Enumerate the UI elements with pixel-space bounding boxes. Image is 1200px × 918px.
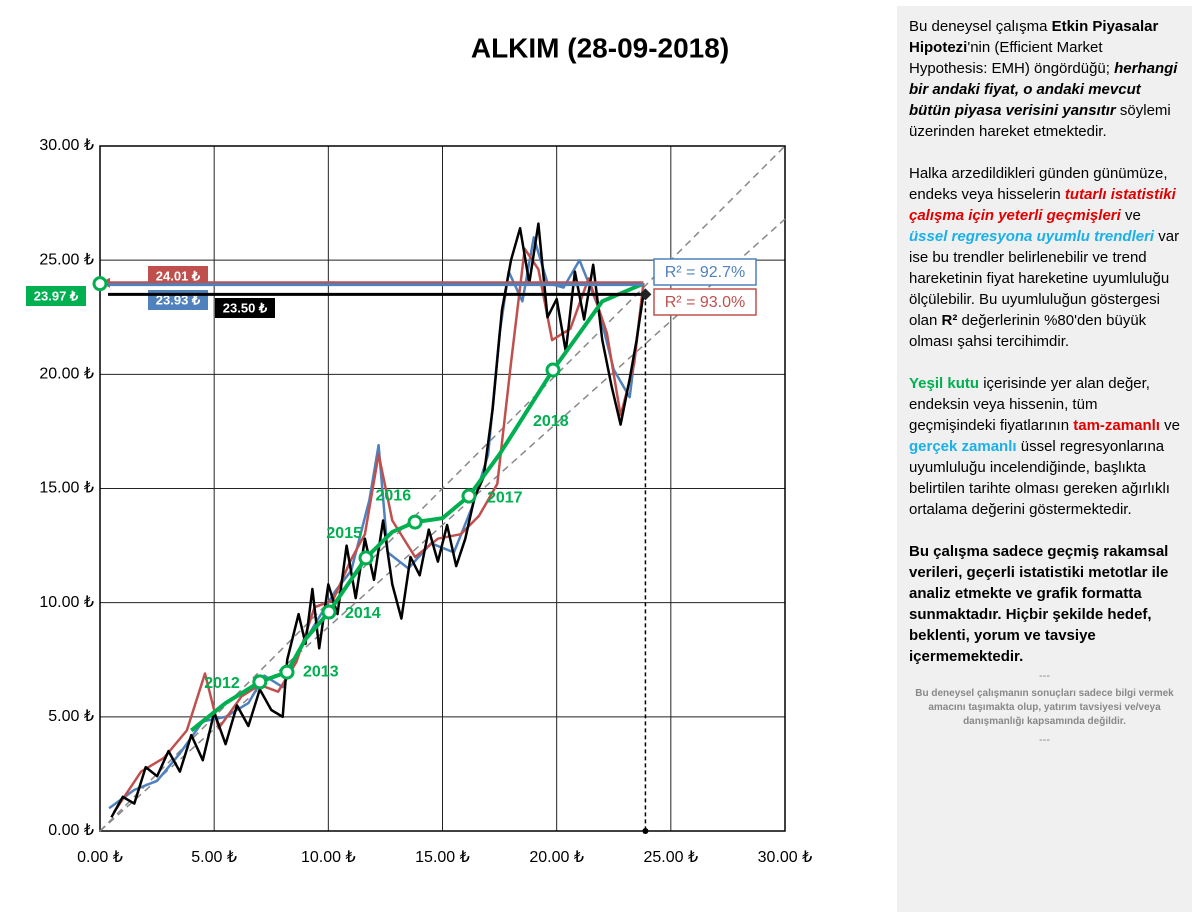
level-label-box [215, 298, 275, 318]
x-tick-label: 5.00 ₺ [191, 849, 237, 866]
text-run: değerlerinin %80'den büyük olması şahsi … [909, 312, 1147, 350]
text-run: gerçek zamanlı [909, 438, 1017, 455]
year-label: 2012 [204, 675, 240, 692]
year-marker [321, 604, 337, 620]
text-run: tutarlı istatistiki çalışma için yeterli… [909, 186, 1176, 224]
text-run: Yeşil kutu [909, 375, 980, 392]
year-marker [279, 664, 295, 680]
annotation: R² = 92.7% [665, 264, 745, 281]
text-run: Bu çalışma sadece geçmiş rakamsal verile… [909, 543, 1169, 665]
y-tick-label: 10.00 ₺ [39, 594, 94, 611]
y-tick-label: 0.00 ₺ [48, 822, 94, 839]
text-run: 'nin (Efficient Market Hypothesis: EMH) … [909, 39, 1115, 77]
paragraph: Bu çalışma sadece geçmiş rakamsal verile… [909, 541, 1180, 667]
text-run: ve [1120, 207, 1141, 224]
chart: ALKIM (28-09-2018) 0.00 ₺ 5.00 ₺ 10.00 ₺ 15… [26, 32, 813, 866]
y-tick-label: 20.00 ₺ [39, 366, 94, 383]
current-point [639, 288, 652, 301]
annotation: R² = 93.0% [665, 294, 745, 311]
separator: --- [1039, 670, 1050, 682]
level-label: 23.50 ₺ [223, 300, 268, 315]
level-label: 23.97 ₺ [34, 288, 79, 303]
year-marker [461, 488, 477, 504]
footnote: Bu deneysel çalışmanın sonuçları sadece … [915, 688, 1174, 727]
chart-title: ALKIM (28-09-2018) [471, 32, 729, 63]
text-run: içerisinde yer alan değer, endeksin veya… [909, 375, 1150, 434]
current-foot [642, 828, 649, 834]
text-run: üssel regresyona uyumlu trendleri [909, 228, 1155, 245]
level-label-box [26, 286, 86, 306]
y-tick-label: 25.00 ₺ [39, 251, 94, 268]
text-run: Halka arzedildikleri günden günümüze, en… [909, 165, 1168, 203]
year-label: 2016 [376, 487, 412, 504]
series-line [190, 281, 645, 733]
text-run: herhangi bir andaki fiyat, o andaki mevc… [909, 60, 1178, 119]
level-label-box [148, 266, 208, 286]
level-marker [92, 276, 108, 292]
text-run: söylemi üzerinden hareket etmektedir. [909, 102, 1171, 140]
text-run: üssel regresyonlarına uyumluluğu incelen… [909, 438, 1170, 518]
text-run: Bu deneysel çalışma [909, 18, 1052, 35]
year-marker [407, 514, 423, 530]
y-tick-label: 15.00 ₺ [39, 480, 94, 497]
x-tick-label: 30.00 ₺ [758, 849, 813, 866]
plot-frame [99, 145, 786, 832]
annotation-box [653, 258, 757, 286]
text-run: tam-zamanlı [1073, 417, 1160, 434]
year-label: 2013 [303, 663, 339, 680]
text-run: ve [1159, 417, 1180, 434]
year-label: 2017 [487, 489, 523, 506]
text-run: Etkin Piyasalar Hipotezi [909, 18, 1159, 56]
y-tick-label: 5.00 ₺ [48, 708, 94, 725]
series-line [110, 222, 645, 818]
paragraph: Halka arzedildikleri günden günümüze, en… [909, 163, 1180, 352]
year-label: 2015 [326, 525, 362, 542]
separator: --- [1039, 734, 1050, 746]
reference-line [99, 218, 786, 832]
paragraph: Yeşil kutu içerisinde yer alan değer, en… [909, 373, 1180, 520]
annotation-box [653, 288, 757, 316]
level-label: 23.93 ₺ [156, 292, 201, 307]
x-tick-label: 15.00 ₺ [415, 849, 470, 866]
level-label: 24.01 ₺ [156, 268, 201, 283]
x-tick-label: 25.00 ₺ [643, 849, 698, 866]
year-marker [545, 362, 561, 378]
text-run: var ise bu trendler belirlenebilir ve tr… [909, 228, 1180, 329]
y-tick-label: 30.00 ₺ [39, 137, 94, 154]
x-tick-label: 20.00 ₺ [529, 849, 584, 866]
sidebar: Bu deneysel çalışma Etkin Piyasalar Hipo… [897, 6, 1192, 912]
paragraph: Bu deneysel çalışma Etkin Piyasalar Hipo… [909, 16, 1180, 142]
x-tick-label: 10.00 ₺ [301, 849, 356, 866]
year-label: 2014 [345, 605, 381, 622]
year-marker [252, 674, 268, 690]
x-tick-label: 0.00 ₺ [77, 849, 123, 866]
year-label: 2018 [533, 413, 569, 430]
year-marker [358, 550, 374, 566]
text-run: R² [941, 312, 958, 329]
